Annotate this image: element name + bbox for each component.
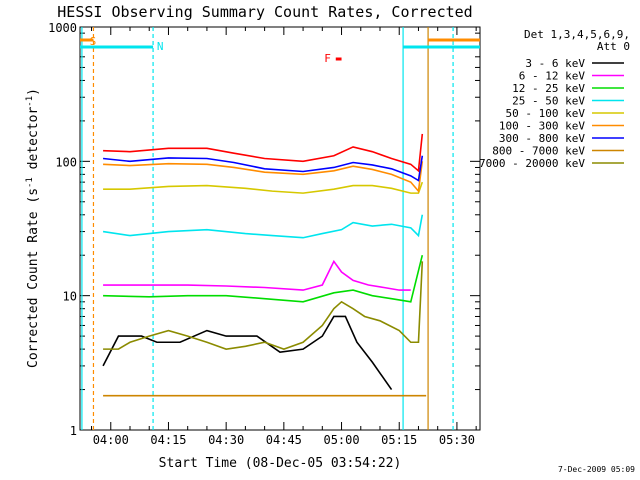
footer-date: 7-Dec-2009 05:09 bbox=[558, 465, 635, 474]
y-tick-label: 1000 bbox=[48, 21, 77, 35]
series-line bbox=[103, 133, 424, 173]
legend-label: 300 - 800 keV bbox=[499, 132, 585, 145]
y-tick-label: 100 bbox=[55, 155, 77, 169]
legend-label: 7000 - 20000 keV bbox=[479, 157, 585, 170]
x-tick-label: 04:45 bbox=[266, 433, 302, 447]
x-tick-label: 05:00 bbox=[323, 433, 359, 447]
annotation-label: F bbox=[324, 52, 331, 65]
annotations: S N F bbox=[90, 35, 331, 65]
plot-frame bbox=[79, 26, 481, 431]
event-markers bbox=[80, 27, 480, 430]
annotation-label: N bbox=[157, 40, 164, 53]
series-line bbox=[103, 255, 424, 303]
legend-label: 25 - 50 keV bbox=[512, 95, 585, 108]
legend-title-line1: Det 1,3,4,5,6,9, bbox=[524, 28, 630, 41]
series-lines bbox=[102, 133, 427, 397]
legend-title-line2: Att 0 bbox=[597, 40, 630, 53]
legend-label: 800 - 7000 keV bbox=[492, 145, 585, 158]
x-axis-label: Start Time (08-Dec-05 03:54:22) bbox=[159, 456, 402, 471]
x-tick-label: 04:00 bbox=[93, 433, 129, 447]
legend-label: 12 - 25 keV bbox=[512, 82, 585, 95]
series-line bbox=[103, 181, 424, 194]
series-line bbox=[103, 261, 424, 350]
y-tick-label: 1 bbox=[70, 424, 77, 438]
series-line bbox=[103, 259, 411, 291]
series-line bbox=[103, 161, 424, 194]
legend-label: 6 - 12 keV bbox=[519, 70, 586, 83]
series-line bbox=[102, 214, 424, 239]
x-tick-label: 04:30 bbox=[208, 433, 244, 447]
y-axis-label: Corrected Count Rate (s-1 detector-1) bbox=[25, 88, 41, 368]
series-line bbox=[102, 315, 393, 391]
x-tick-label: 04:15 bbox=[150, 433, 186, 447]
legend-label: 50 - 100 keV bbox=[506, 107, 586, 120]
series-line bbox=[102, 155, 424, 182]
annotation-label: S bbox=[90, 35, 97, 48]
x-tick-label: 05:30 bbox=[439, 433, 475, 447]
axis-ticks: 04:00 04:15 04:30 04:45 05:00 05:15 05:30 1 10 10… bbox=[48, 21, 480, 447]
chart-title: HESSI Observing Summary Count Rates, Cor… bbox=[57, 3, 472, 21]
y-tick-label: 10 bbox=[63, 290, 77, 304]
legend-label: 100 - 300 keV bbox=[499, 120, 585, 133]
legend-label: 3 - 6 keV bbox=[525, 57, 585, 70]
x-tick-label: 05:15 bbox=[381, 433, 417, 447]
